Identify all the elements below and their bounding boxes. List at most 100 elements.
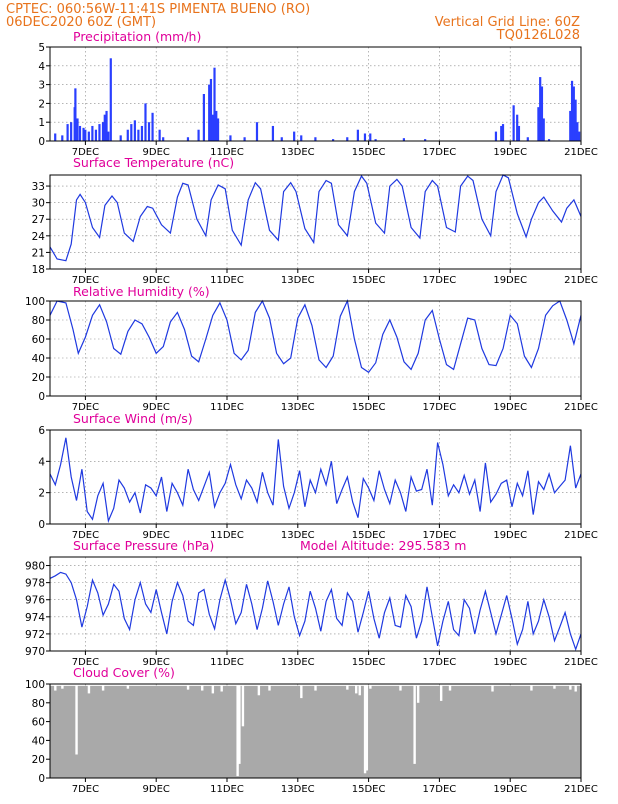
precip-bar [54,133,57,141]
x-tick-label: 11DEC [210,784,244,795]
precip-bar [512,105,515,141]
x-tick-label: 17DEC [423,147,457,158]
series-line [49,174,582,262]
panel-0: Precipitation (mm/h) 0 1 2 3 4 5 7DEC 9DEC 11DEC 1… [38,29,598,158]
x-tick-label: 13DEC [281,402,315,413]
x-tick-label: 15DEC [352,784,386,795]
precip-bar [255,122,259,141]
x-tick-label: 13DEC [281,530,315,541]
y-tick-label: 3 [38,80,45,92]
y-tick-label: 0 [38,773,45,785]
plot-frame [49,683,582,779]
precip-bar [332,139,335,141]
plot-frame [49,300,582,397]
y-tick-label: 0 [38,519,45,531]
y-tick-label: 0 [38,391,45,403]
y-tick-label: 100 [25,679,45,691]
x-tick-label: 7DEC [72,275,99,286]
x-tick-label: 9DEC [143,147,170,158]
precip-bar [130,124,133,141]
y-tick-label: 24 [32,231,46,243]
plot-frame [49,174,582,270]
cloud-cover-gap [416,684,420,703]
y-tick-label: 100 [25,296,45,308]
y-tick-label: 4 [38,456,45,468]
x-tick-label: 11DEC [210,657,244,668]
precip-bar [61,135,64,141]
x-tick-label: 11DEC [210,275,244,286]
cloud-cover-gap [365,684,369,771]
cloud-cover-gap [363,684,367,774]
precip-bar [424,139,427,141]
cloud-cover-gap [569,684,572,690]
precip-bar [300,135,303,141]
precip-bar [547,139,551,141]
x-tick-label: 11DEC [210,402,244,413]
y-tick-label: 20 [32,372,45,384]
x-tick-label: 17DEC [423,275,457,286]
precip-bar [578,131,581,141]
precip-bar [243,137,246,141]
x-tick-label: 7DEC [72,402,99,413]
precip-bar [363,133,367,141]
precip-bar [202,94,205,141]
cloud-cover-gap [268,684,271,691]
x-tick-label: 7DEC [72,784,99,795]
precip-bar [229,135,232,141]
precip-bar [103,114,106,141]
x-tick-label: 13DEC [281,657,315,668]
x-tick-label: 17DEC [423,784,457,795]
series-line [49,571,582,652]
x-tick-label: 21DEC [564,530,598,541]
precip-bar [572,86,575,141]
panel-2: Relative Humidity (%) 0 20 40 60 80 100 7DEC 9DE… [25,284,598,413]
precip-bar [356,129,359,141]
precip-bar [105,110,108,141]
precip-bar [137,129,140,141]
y-tick-label: 976 [25,595,45,607]
y-tick-label: 2 [38,488,45,500]
cloud-cover-gap [399,684,402,691]
x-tick-label: 17DEC [423,530,457,541]
y-tick-label: 972 [25,629,45,641]
y-tick-label: 2 [38,98,45,110]
x-tick-label: 15DEC [352,275,386,286]
x-tick-label: 9DEC [143,530,170,541]
precip-bar [70,122,73,141]
precip-bar [162,137,165,141]
x-tick-label: 15DEC [352,402,386,413]
cloud-cover-gap [236,684,239,777]
precip-bar [209,78,213,141]
cloud-cover-gap [54,684,57,691]
cloud-cover-gap [61,684,64,689]
x-tick-label: 21DEC [564,147,598,158]
panel-1: Surface Temperature (nC) 18 21 24 27 30 33 7DEC… [32,155,598,286]
precip-bar [78,125,82,141]
x-tick-label: 21DEC [564,275,598,286]
precip-bar [517,125,521,141]
cloud-cover-gap [101,684,105,691]
y-tick-label: 40 [32,353,45,365]
x-tick-label: 13DEC [281,147,315,158]
precip-bar [542,118,545,141]
x-tick-label: 13DEC [281,784,315,795]
precip-bar [215,110,218,141]
x-tick-label: 11DEC [210,147,244,158]
cloud-cover-gap [300,684,303,699]
precip-bar [271,125,275,141]
y-tick-label: 21 [32,247,45,259]
panel-title: Cloud Cover (%) [73,665,175,680]
x-tick-label: 17DEC [423,402,457,413]
x-tick-label: 9DEC [143,784,170,795]
panel-5: Cloud Cover (%) 0 20 40 60 80 100 7DEC 9DEC 11DEC… [25,665,598,795]
y-tick-label: 0 [38,136,45,148]
precip-bar [186,137,190,141]
x-tick-label: 19DEC [493,147,527,158]
precip-bar [539,77,542,141]
cloud-cover-gap [126,684,130,689]
cloud-cover-gap [369,684,372,689]
x-tick-label: 15DEC [352,147,386,158]
cloud-cover-gap [211,684,215,694]
precip-bar [144,103,147,141]
